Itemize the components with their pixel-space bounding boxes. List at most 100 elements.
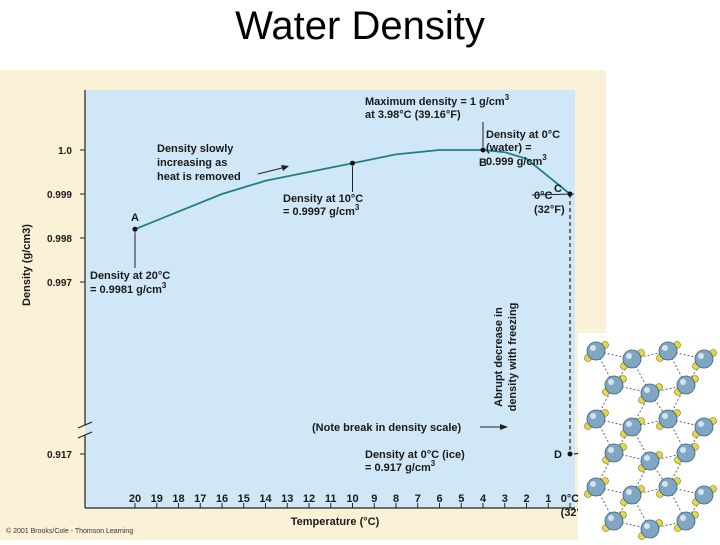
annotation-0c-water: Density at 0°C	[486, 129, 560, 141]
point-10c	[350, 160, 355, 166]
arrow-0c	[531, 193, 575, 196]
x-tick-label: 18	[172, 493, 184, 505]
copyright-text: © 2001 Brooks/Cole - Thomson Learning	[6, 528, 134, 535]
x-tick-label: 11	[325, 493, 337, 505]
oxygen-highlight	[680, 515, 686, 521]
oxygen-atom	[676, 375, 696, 395]
x-tick-label: 14	[259, 493, 272, 505]
arrowhead-note-break	[500, 424, 508, 430]
oxygen-atom	[658, 341, 678, 361]
oxygen-atom	[586, 477, 606, 497]
annotation-max-density: at 3.98°C (39.16°F)	[365, 109, 461, 121]
x-tick-label: 2	[523, 493, 529, 505]
oxygen-atom	[640, 451, 660, 471]
x-tick-label: 9	[371, 493, 377, 505]
oxygen-highlight	[590, 413, 596, 419]
oxygen-atom	[676, 443, 696, 463]
oxygen-atom	[622, 349, 642, 369]
oxygen-highlight	[590, 345, 596, 351]
oxygen-atom	[694, 349, 714, 369]
slide-title: Water Density	[235, 4, 485, 48]
annotation-20c: Density at 20°C	[90, 270, 170, 282]
oxygen-highlight	[698, 489, 704, 495]
x-tick-label: 15	[238, 493, 250, 505]
x-tick-label: 12	[303, 493, 315, 505]
annotation-slowly: heat is removed	[157, 171, 241, 183]
y-tick-label: 0.917	[47, 450, 72, 461]
x-tick-label: 20	[129, 493, 141, 505]
point-label-B: B	[479, 157, 487, 169]
annotation-abrupt-decrease: Abrupt decrease in	[493, 307, 505, 407]
annotation-0c: 0°C	[534, 190, 553, 202]
ice-lattice	[584, 341, 717, 540]
y-tick-label: 1.0	[58, 146, 72, 157]
plot-area	[85, 90, 575, 508]
annotation-10c: Density at 10°C	[283, 193, 363, 205]
oxygen-highlight	[662, 345, 668, 351]
oxygen-highlight	[680, 379, 686, 385]
annotation-0c: (32°F)	[534, 204, 565, 216]
oxygen-atom	[640, 383, 660, 403]
oxygen-atom	[604, 443, 624, 463]
x-tick-label: 4	[480, 493, 487, 505]
y-tick-label: 0.999	[47, 190, 72, 201]
y-axis-break-mark	[77, 431, 93, 439]
oxygen-highlight	[662, 481, 668, 487]
oxygen-atom	[694, 417, 714, 437]
y-tick-label: 0.998	[47, 234, 72, 245]
oxygen-atom	[586, 409, 606, 429]
annotation-0c-water: 0.999 g/cm3	[486, 153, 547, 168]
x-tick-label: 5	[458, 493, 464, 505]
arrow-slowly	[257, 166, 287, 175]
y-tick-label: 0.997	[47, 278, 72, 289]
oxygen-highlight	[626, 489, 632, 495]
point-label-C: C	[554, 183, 562, 195]
oxygen-atom	[658, 477, 678, 497]
x-tick-label: 3	[502, 493, 508, 505]
annotation-max-density: Maximum density = 1 g/cm3	[365, 93, 510, 108]
oxygen-highlight	[644, 523, 650, 529]
oxygen-atom	[622, 485, 642, 505]
oxygen-highlight	[608, 379, 614, 385]
point-B	[480, 147, 486, 153]
density-curve	[134, 149, 571, 231]
oxygen-highlight	[698, 421, 704, 427]
oxygen-atom	[604, 375, 624, 395]
annotation-slowly: increasing as	[157, 157, 227, 169]
point-label-D: D	[554, 449, 562, 461]
annotation-0c-ice: Density at 0°C (ice)	[365, 449, 465, 461]
x-tick-label: 16	[216, 493, 228, 505]
oxygen-highlight	[644, 455, 650, 461]
oxygen-highlight	[698, 353, 704, 359]
x-tick-label: 8	[393, 493, 399, 505]
oxygen-highlight	[662, 413, 668, 419]
x-axis-label: Temperature (°C)	[291, 516, 380, 528]
annotation-note-break: (Note break in density scale)	[312, 422, 461, 434]
oxygen-atom	[658, 409, 678, 429]
oxygen-atom	[676, 511, 696, 531]
y-axis-break-mark	[77, 421, 93, 429]
x-tick-label: 19	[151, 493, 163, 505]
oxygen-highlight	[626, 353, 632, 359]
oxygen-highlight	[608, 515, 614, 521]
oxygen-atom	[604, 511, 624, 531]
x-tick-label: 6	[436, 493, 442, 505]
annotation-slowly: Density slowly	[157, 143, 234, 155]
x-tick-label: 13	[281, 493, 293, 505]
oxygen-highlight	[644, 387, 650, 393]
annotation-20c: = 0.9981 g/cm3	[90, 281, 167, 296]
oxygen-atom	[640, 519, 660, 539]
figure-panel: 1.0 0.999 0.998 0.997 0.917 20 19 18 17 16 15 14 13 1…	[0, 70, 606, 540]
point-D	[567, 451, 573, 457]
oxygen-atom	[622, 417, 642, 437]
ice-crystal-illustration	[578, 333, 720, 540]
x-tick-label: 1	[545, 493, 551, 505]
point-A	[132, 226, 138, 232]
x-tick-label: 10	[346, 493, 358, 505]
point-label-A: A	[131, 212, 139, 224]
arrowhead-slowly	[281, 165, 289, 171]
oxygen-highlight	[626, 421, 632, 427]
annotation-0c-water: (water) =	[486, 142, 532, 154]
x-tick-label: 17	[194, 493, 206, 505]
